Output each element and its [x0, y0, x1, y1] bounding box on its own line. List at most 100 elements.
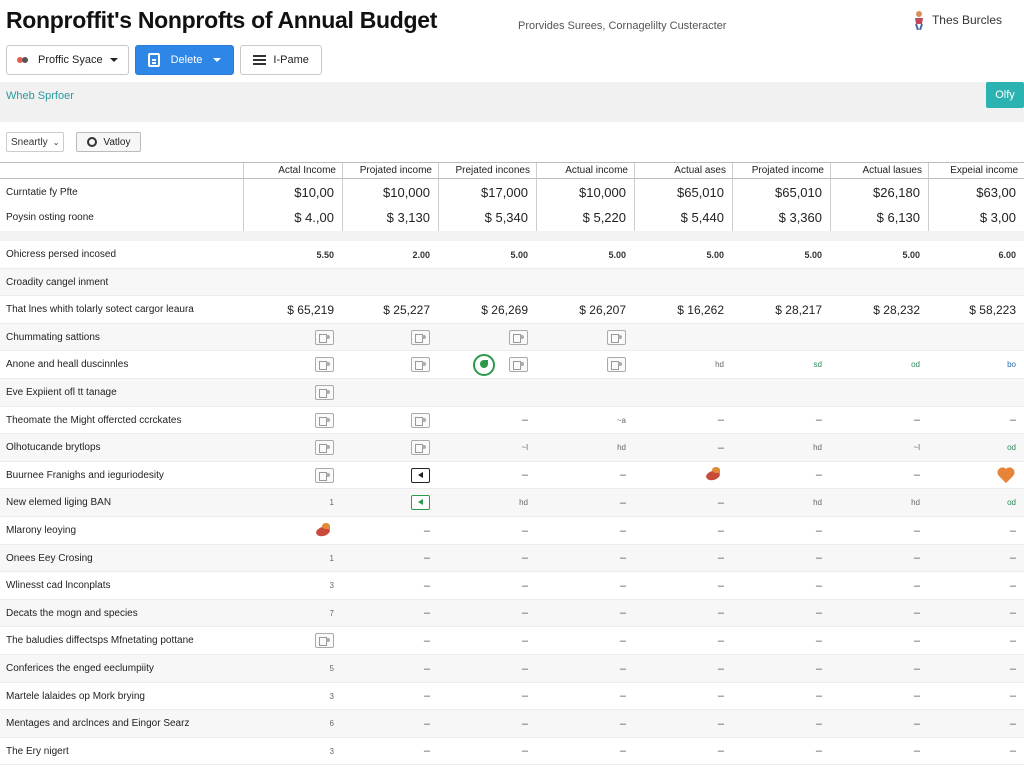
column-header[interactable]: Actual lasues	[830, 163, 928, 179]
table-cell[interactable]	[536, 324, 626, 351]
table-cell[interactable]	[243, 324, 334, 351]
table-cell[interactable]	[243, 379, 334, 406]
table-cell[interactable]: ~l	[913, 443, 920, 453]
table-cell[interactable]: –	[815, 634, 822, 647]
table-cell[interactable]: –	[521, 469, 528, 482]
table-cell[interactable]: –	[717, 634, 724, 647]
user-menu[interactable]: Thes Burcles	[912, 10, 1002, 31]
delete-button[interactable]: Delete	[134, 45, 235, 75]
table-cell[interactable]: –	[1009, 579, 1016, 592]
table-cell[interactable]: 6	[329, 719, 334, 729]
table-cell[interactable]: hd	[813, 443, 822, 453]
table-cell[interactable]: –	[717, 745, 724, 758]
table-cell[interactable]: –	[521, 690, 528, 703]
column-header[interactable]: Actal Income	[243, 163, 342, 179]
table-cell[interactable]: 5.00	[804, 249, 822, 260]
table-cell[interactable]	[243, 434, 334, 461]
table-cell[interactable]: –	[1009, 634, 1016, 647]
table-cell[interactable]	[342, 489, 430, 516]
table-cell[interactable]: –	[521, 552, 528, 565]
summary-cell[interactable]: $ 3,360	[778, 210, 822, 225]
table-cell[interactable]: –	[717, 579, 724, 592]
table-cell[interactable]: –	[1009, 607, 1016, 620]
table-cell[interactable]	[536, 351, 626, 378]
band-action-button[interactable]: Olfy	[986, 82, 1024, 108]
table-cell[interactable]: –	[717, 496, 724, 509]
summary-cell[interactable]: $65,010	[775, 185, 822, 200]
column-header[interactable]: Projated income	[732, 163, 830, 179]
table-cell[interactable]: 2.00	[412, 249, 430, 260]
table-cell[interactable]: hd	[519, 498, 528, 508]
table-cell[interactable]: –	[619, 717, 626, 730]
table-cell[interactable]: –	[619, 469, 626, 482]
frame-button[interactable]: I-Pame	[240, 45, 322, 75]
table-cell[interactable]: –	[1009, 690, 1016, 703]
table-cell[interactable]: $ 26,269	[481, 302, 528, 317]
table-cell[interactable]: $ 26,207	[579, 302, 626, 317]
table-cell[interactable]	[928, 462, 1016, 489]
table-cell[interactable]: –	[913, 634, 920, 647]
summary-cell[interactable]: $63,00	[976, 185, 1016, 200]
table-cell[interactable]: –	[423, 579, 430, 592]
table-cell[interactable]: –	[913, 607, 920, 620]
table-cell[interactable]: –	[815, 469, 822, 482]
filter-button[interactable]: Vatloy	[76, 132, 142, 152]
table-cell[interactable]: $ 28,217	[775, 302, 822, 317]
table-cell[interactable]: –	[913, 717, 920, 730]
table-cell[interactable]: –	[815, 690, 822, 703]
table-cell[interactable]: –	[423, 524, 430, 537]
table-cell[interactable]: 7	[329, 608, 334, 618]
summary-cell[interactable]: $ 5,440	[680, 210, 724, 225]
table-cell[interactable]: –	[423, 552, 430, 565]
table-cell[interactable]: $ 65,219	[287, 302, 334, 317]
summary-cell[interactable]: $ 6,130	[876, 210, 920, 225]
table-cell[interactable]: –	[815, 414, 822, 427]
table-cell[interactable]: hd	[813, 498, 822, 508]
table-cell[interactable]: hd	[715, 360, 724, 370]
table-cell[interactable]: hd	[617, 443, 626, 453]
table-cell[interactable]: 3	[329, 746, 334, 756]
table-cell[interactable]	[243, 407, 334, 434]
column-header[interactable]: Expeial income	[928, 163, 1024, 179]
table-cell[interactable]: –	[717, 662, 724, 675]
table-cell[interactable]: –	[913, 524, 920, 537]
table-cell[interactable]: $ 28,232	[873, 302, 920, 317]
table-cell[interactable]: –	[913, 469, 920, 482]
table-cell[interactable]: od	[1007, 443, 1016, 453]
table-cell[interactable]: –	[815, 579, 822, 592]
table-cell[interactable]	[634, 462, 724, 489]
table-cell[interactable]: –	[815, 607, 822, 620]
table-cell[interactable]: –	[521, 745, 528, 758]
column-header[interactable]: Actual income	[536, 163, 634, 179]
column-header[interactable]: Actual ases	[634, 163, 732, 179]
table-cell[interactable]: –	[521, 662, 528, 675]
table-cell[interactable]: ~a	[616, 415, 626, 425]
table-cell[interactable]: od	[911, 360, 920, 370]
table-cell[interactable]: –	[815, 717, 822, 730]
table-cell[interactable]: –	[1009, 524, 1016, 537]
summary-cell[interactable]: $10,000	[383, 185, 430, 200]
profile-space-dropdown[interactable]: Proffic Syace	[6, 45, 129, 75]
table-cell[interactable]: –	[913, 745, 920, 758]
table-cell[interactable]: –	[619, 552, 626, 565]
table-cell[interactable]	[342, 407, 430, 434]
table-cell[interactable]: –	[717, 607, 724, 620]
column-header[interactable]: Prejated incones	[438, 163, 536, 179]
table-cell[interactable]: –	[717, 441, 724, 454]
summary-cell[interactable]: $ 5,220	[582, 210, 626, 225]
table-cell[interactable]: –	[619, 662, 626, 675]
summary-cell[interactable]: $ 5,340	[484, 210, 528, 225]
table-cell[interactable]: –	[619, 690, 626, 703]
table-cell[interactable]: $ 25,227	[383, 302, 430, 317]
table-cell[interactable]: –	[1009, 662, 1016, 675]
table-cell[interactable]: –	[717, 552, 724, 565]
table-cell[interactable]: –	[619, 745, 626, 758]
summary-cell[interactable]: $17,000	[481, 185, 528, 200]
summary-cell[interactable]: $ 4.,00	[294, 210, 334, 225]
table-cell[interactable]: 5.00	[510, 249, 528, 260]
summary-cell[interactable]: $26,180	[873, 185, 920, 200]
table-cell[interactable]: 5.50	[316, 249, 334, 260]
summary-cell[interactable]: $10,000	[579, 185, 626, 200]
column-header[interactable]: Projated income	[342, 163, 438, 179]
table-cell[interactable]: 5.00	[608, 249, 626, 260]
